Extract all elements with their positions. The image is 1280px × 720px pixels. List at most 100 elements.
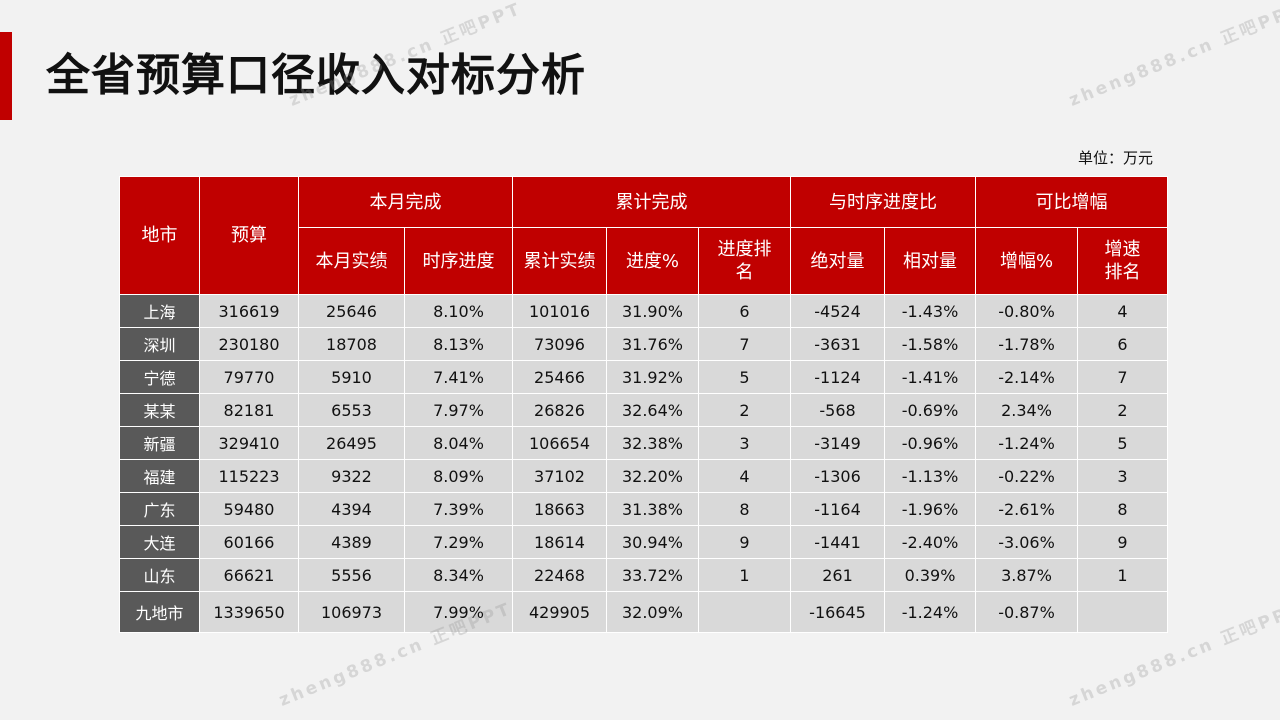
- city-cell: 宁德: [119, 360, 200, 394]
- header-budget: 预算: [199, 176, 299, 295]
- table-cell: [697, 591, 792, 633]
- table-row: 广东 59480 4394 7.39% 18663 31.38% 8 -1164 -1.96% -…: [119, 492, 1169, 526]
- header-month-actual: 本月实绩: [298, 227, 405, 295]
- table-cell: 316619: [199, 294, 299, 328]
- table-cell: 7: [697, 327, 792, 361]
- table-cell: 32.09%: [606, 591, 699, 633]
- table-cell: 5: [697, 360, 792, 394]
- table-cell: 7: [1077, 360, 1169, 394]
- header-progress-rank: 进度排名: [697, 227, 792, 295]
- table-cell: 261: [790, 558, 886, 592]
- table-cell: 115223: [199, 459, 299, 493]
- table-cell: -1.13%: [884, 459, 977, 493]
- table-cell: 3: [697, 426, 792, 460]
- table-cell: 4: [697, 459, 792, 493]
- table-cell: 79770: [199, 360, 299, 394]
- table-cell: 18663: [512, 492, 607, 526]
- table-cell: 4394: [298, 492, 405, 526]
- table-cell: 7.41%: [404, 360, 513, 394]
- table-cell: 37102: [512, 459, 607, 493]
- table-cell: 2.34%: [975, 393, 1079, 427]
- header-relative: 相对量: [884, 227, 977, 295]
- table-row: 上海 316619 25646 8.10% 101016 31.90% 6 -4524 -1.4…: [119, 294, 1169, 328]
- table-cell: 8.34%: [404, 558, 513, 592]
- table-cell: 32.64%: [606, 393, 699, 427]
- table-cell: -1.41%: [884, 360, 977, 394]
- table-cell: 25466: [512, 360, 607, 394]
- city-cell: 广东: [119, 492, 200, 526]
- table-cell: 22468: [512, 558, 607, 592]
- table-cell: 32.20%: [606, 459, 699, 493]
- table-cell: 31.90%: [606, 294, 699, 328]
- table-cell: -2.14%: [975, 360, 1079, 394]
- table-cell: 25646: [298, 294, 405, 328]
- table-cell: -0.80%: [975, 294, 1079, 328]
- table-cell: 329410: [199, 426, 299, 460]
- table-cell: 8.10%: [404, 294, 513, 328]
- table-cell: 8: [1077, 492, 1169, 526]
- header-absolute: 绝对量: [790, 227, 886, 295]
- benchmark-table: 地市 预算 本月完成 累计完成 与时序进度比 可比增幅 本月实绩 时序进度 累计…: [119, 176, 1169, 633]
- table-cell: 5556: [298, 558, 405, 592]
- table-cell: -0.96%: [884, 426, 977, 460]
- table-cell: 230180: [199, 327, 299, 361]
- table-cell: -1306: [790, 459, 886, 493]
- table-row: 深圳 230180 18708 8.13% 73096 31.76% 7 -3631 -1.58…: [119, 327, 1169, 361]
- table-cell: 73096: [512, 327, 607, 361]
- table-cell: 1: [697, 558, 792, 592]
- table-cell: -1.24%: [884, 591, 977, 633]
- unit-label: 单位：万元: [1078, 149, 1154, 167]
- city-cell: 深圳: [119, 327, 200, 361]
- table-cell: 6: [697, 294, 792, 328]
- header-comparable-growth: 可比增幅: [975, 176, 1169, 228]
- table-cell: 101016: [512, 294, 607, 328]
- table-cell: -1124: [790, 360, 886, 394]
- table-cell: 4389: [298, 525, 405, 559]
- table-cell: 8.04%: [404, 426, 513, 460]
- header-schedule-compare: 与时序进度比: [790, 176, 977, 228]
- table-cell: 9: [697, 525, 792, 559]
- table-cell: -1.96%: [884, 492, 977, 526]
- table-cell: -2.40%: [884, 525, 977, 559]
- table-cell: 8.13%: [404, 327, 513, 361]
- table-cell: 82181: [199, 393, 299, 427]
- table-cell: 33.72%: [606, 558, 699, 592]
- city-cell: 九地市: [119, 591, 200, 633]
- table-cell: 2: [697, 393, 792, 427]
- table-cell: 7.99%: [404, 591, 513, 633]
- table-cell: 31.92%: [606, 360, 699, 394]
- table-cell: -3.06%: [975, 525, 1079, 559]
- table-cell: 60166: [199, 525, 299, 559]
- table-cell: -568: [790, 393, 886, 427]
- table-cell: 18708: [298, 327, 405, 361]
- table-cell: 2: [1077, 393, 1169, 427]
- table-row: 宁德 79770 5910 7.41% 25466 31.92% 5 -1124 -1.41% -…: [119, 360, 1169, 394]
- header-city: 地市: [119, 176, 200, 295]
- table-cell: -1.43%: [884, 294, 977, 328]
- table-cell: -4524: [790, 294, 886, 328]
- table-cell: -2.61%: [975, 492, 1079, 526]
- table-cell: 26495: [298, 426, 405, 460]
- table-cell: 106654: [512, 426, 607, 460]
- table-body: 上海 316619 25646 8.10% 101016 31.90% 6 -4524 -1.4…: [119, 294, 1169, 633]
- table-cell: -1441: [790, 525, 886, 559]
- table-cell: 5910: [298, 360, 405, 394]
- table-cell: 66621: [199, 558, 299, 592]
- table-row: 新疆 329410 26495 8.04% 106654 32.38% 3 -3149 -0.9…: [119, 426, 1169, 460]
- table-cell: 8: [697, 492, 792, 526]
- header-time-progress: 时序进度: [404, 227, 513, 295]
- city-cell: 上海: [119, 294, 200, 328]
- table-row: 九地市 1339650 106973 7.99% 429905 32.09% -16645-…: [119, 591, 1169, 633]
- table-cell: 1: [1077, 558, 1169, 592]
- table-cell: 429905: [512, 591, 607, 633]
- header-progress-pct: 进度%: [606, 227, 699, 295]
- table-cell: [1077, 591, 1169, 633]
- table-cell: 9: [1077, 525, 1169, 559]
- city-cell: 山东: [119, 558, 200, 592]
- table-cell: 59480: [199, 492, 299, 526]
- table-cell: 7.29%: [404, 525, 513, 559]
- header-cumulative-complete: 累计完成: [511, 176, 792, 228]
- table-cell: 32.38%: [606, 426, 699, 460]
- header-growth-pct: 增幅%: [975, 227, 1079, 295]
- city-cell: 福建: [119, 459, 200, 493]
